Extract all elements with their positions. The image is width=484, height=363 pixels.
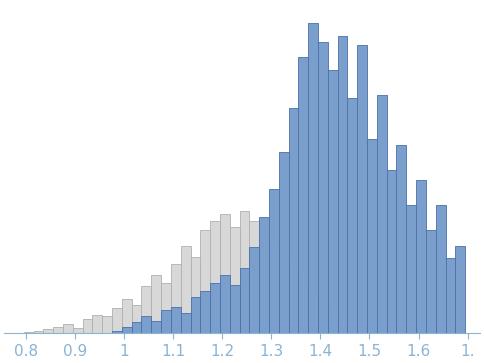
Bar xyxy=(249,221,259,334)
Bar xyxy=(348,326,357,334)
Bar xyxy=(161,283,171,334)
Bar xyxy=(171,307,181,334)
Bar xyxy=(161,310,171,334)
Bar xyxy=(220,214,230,334)
Bar xyxy=(455,246,465,334)
Bar xyxy=(377,95,387,334)
Bar xyxy=(181,246,191,334)
Bar xyxy=(406,205,416,334)
Bar xyxy=(249,247,259,334)
Bar xyxy=(33,331,44,334)
Bar xyxy=(338,321,348,334)
Bar xyxy=(230,285,240,334)
Bar xyxy=(151,321,161,334)
Bar xyxy=(53,326,63,334)
Bar xyxy=(259,217,269,334)
Bar xyxy=(259,233,269,334)
Bar xyxy=(318,305,328,334)
Bar xyxy=(92,315,102,334)
Bar xyxy=(151,276,161,334)
Bar xyxy=(338,36,348,334)
Bar xyxy=(191,297,200,334)
Bar xyxy=(112,308,122,334)
Bar xyxy=(44,329,53,334)
Bar xyxy=(112,331,122,334)
Bar xyxy=(279,258,288,334)
Bar xyxy=(122,326,132,334)
Bar xyxy=(308,23,318,334)
Bar xyxy=(171,264,181,334)
Bar xyxy=(348,98,357,334)
Bar xyxy=(367,332,377,334)
Bar xyxy=(288,108,299,334)
Bar xyxy=(288,272,299,334)
Bar xyxy=(122,299,132,334)
Bar xyxy=(269,189,279,334)
Bar xyxy=(83,319,92,334)
Bar xyxy=(357,330,367,334)
Bar xyxy=(299,57,308,334)
Bar xyxy=(279,151,288,334)
Bar xyxy=(132,305,141,334)
Bar xyxy=(357,45,367,334)
Bar xyxy=(240,211,249,334)
Bar xyxy=(24,332,33,334)
Bar xyxy=(141,316,151,334)
Bar xyxy=(318,42,328,334)
Bar xyxy=(240,268,249,334)
Bar xyxy=(141,286,151,334)
Bar xyxy=(191,257,200,334)
Bar xyxy=(220,276,230,334)
Bar xyxy=(200,230,210,334)
Bar xyxy=(210,221,220,334)
Bar xyxy=(210,283,220,334)
Bar xyxy=(328,70,338,334)
Bar xyxy=(132,322,141,334)
Bar xyxy=(73,328,83,334)
Bar xyxy=(102,316,112,334)
Bar xyxy=(230,227,240,334)
Bar xyxy=(426,230,436,334)
Bar xyxy=(308,296,318,334)
Bar xyxy=(445,258,455,334)
Bar xyxy=(367,139,377,334)
Bar xyxy=(436,205,445,334)
Bar xyxy=(269,246,279,334)
Bar xyxy=(416,180,426,334)
Bar xyxy=(387,170,396,334)
Bar xyxy=(299,285,308,334)
Bar xyxy=(328,313,338,334)
Bar xyxy=(181,313,191,334)
Bar xyxy=(200,291,210,334)
Bar xyxy=(63,324,73,334)
Bar xyxy=(396,145,406,334)
